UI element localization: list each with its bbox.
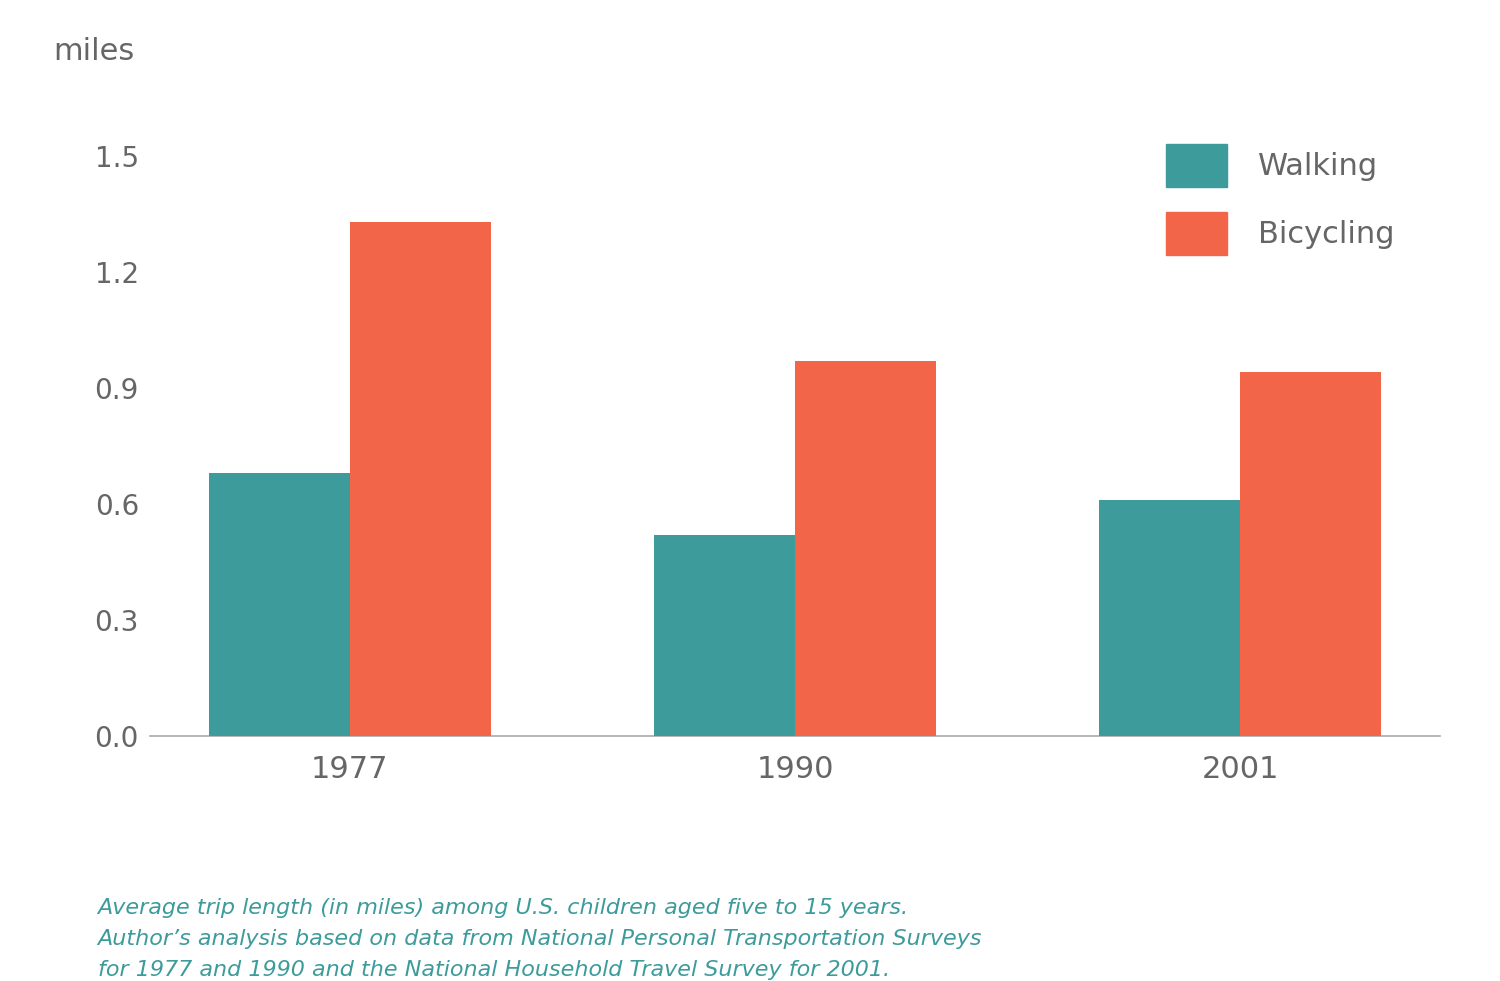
Bar xyxy=(209,473,350,736)
Text: miles: miles xyxy=(54,37,135,66)
Legend: Walking, Bicycling: Walking, Bicycling xyxy=(1136,114,1425,285)
Bar xyxy=(1100,500,1240,736)
Bar xyxy=(795,361,936,736)
Bar xyxy=(350,222,490,736)
Bar xyxy=(1240,373,1382,736)
Bar xyxy=(654,535,795,736)
Text: Average trip length (in miles) among U.S. children aged five to 15 years.
Author: Average trip length (in miles) among U.S… xyxy=(98,898,983,980)
